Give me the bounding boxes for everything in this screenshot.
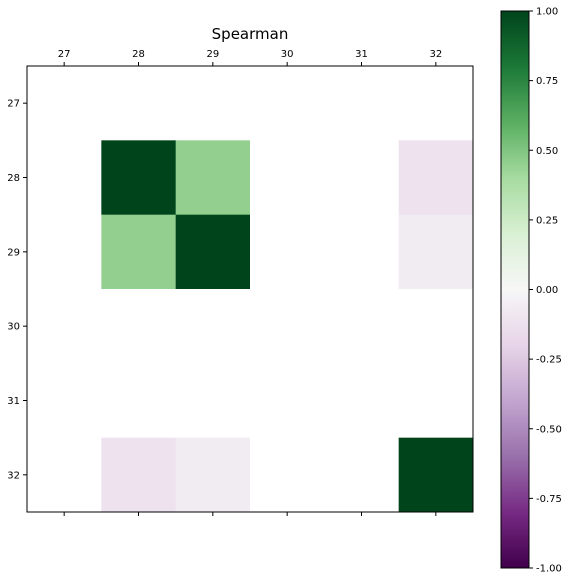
heatmap-cell xyxy=(27,437,102,513)
x-tick-label: 27 xyxy=(58,49,71,60)
heatmap-cell xyxy=(324,437,400,513)
heatmap-cells xyxy=(27,66,474,513)
heatmap-cell xyxy=(175,66,251,141)
heatmap-cell xyxy=(101,437,177,513)
heatmap-cell xyxy=(27,363,102,439)
x-tick-label: 31 xyxy=(355,49,368,60)
heatmap-cell xyxy=(175,214,251,290)
colorbar-tick-label: 1.00 xyxy=(536,7,558,18)
colorbar-gradient xyxy=(501,11,529,568)
heatmap-cell xyxy=(398,140,474,216)
heatmap-cell xyxy=(398,437,474,513)
heatmap-cell xyxy=(250,363,325,439)
heatmap-cell xyxy=(398,214,474,290)
colorbar-tick-label: 0.75 xyxy=(536,76,558,87)
colorbar-tick-label: -0.50 xyxy=(536,424,562,435)
colorbar-tick-label: -0.25 xyxy=(536,355,562,366)
x-tick-label: 32 xyxy=(429,49,442,60)
heatmap-cell xyxy=(27,289,102,364)
heatmap-cell xyxy=(101,363,177,439)
y-tick-label: 27 xyxy=(7,99,20,110)
y-ticks: 27 28 29 30 31 32 xyxy=(7,99,27,481)
heatmap-cell xyxy=(324,140,400,216)
colorbar-tick-label: -0.75 xyxy=(536,494,562,505)
y-tick-label: 30 xyxy=(7,322,20,333)
colorbar-tick-label: 0.25 xyxy=(536,215,558,226)
heatmap-cell xyxy=(250,66,325,141)
colorbar-tick-label: 0.50 xyxy=(536,146,558,157)
heatmap-cell xyxy=(27,66,102,141)
colorbar-tick-label: -1.00 xyxy=(536,564,562,575)
chart-title: Spearman xyxy=(212,25,289,43)
heatmap-cell xyxy=(175,289,251,364)
heatmap-cell xyxy=(398,363,474,439)
y-tick-label: 28 xyxy=(7,173,20,184)
x-ticks-top: 27 28 29 30 31 32 xyxy=(58,49,442,66)
plot-frame xyxy=(26,65,474,513)
colorbar-ticks: -1.00 -0.75 -0.50 -0.25 0.00 0.25 0.50 0.75 1.00 xyxy=(529,7,562,575)
colorbar-tick-label: 0.00 xyxy=(536,285,558,296)
heatmap-cell xyxy=(398,66,474,141)
heatmap-cell xyxy=(324,363,400,439)
heatmap-cell xyxy=(250,214,325,290)
heatmap-cell xyxy=(250,140,325,216)
heatmap-cell xyxy=(101,214,177,290)
heatmap-cell xyxy=(27,214,102,290)
heatmap-cell xyxy=(250,437,325,513)
heatmap-cell xyxy=(324,66,400,141)
heatmap-cell xyxy=(101,140,177,216)
heatmap-cell xyxy=(101,289,177,364)
x-ticks-bottom xyxy=(63,512,437,516)
heatmap-cell xyxy=(175,140,251,216)
heatmap-cell xyxy=(101,66,177,141)
heatmap-cell xyxy=(398,289,474,364)
colorbar: -1.00 -0.75 -0.50 -0.25 0.00 0.25 0.50 0.75 1.00 xyxy=(500,7,562,575)
heatmap-cell xyxy=(175,437,251,513)
y-tick-label: 31 xyxy=(7,396,20,407)
heatmap-cell xyxy=(27,140,102,216)
x-tick-label: 29 xyxy=(206,49,219,60)
heatmap-cell xyxy=(175,363,251,439)
heatmap-cell xyxy=(250,289,325,364)
heatmap-cell xyxy=(324,289,400,364)
y-tick-label: 29 xyxy=(7,247,20,258)
heatmap-cell xyxy=(324,214,400,290)
x-tick-label: 30 xyxy=(281,49,294,60)
x-tick-label: 28 xyxy=(132,49,145,60)
y-tick-label: 32 xyxy=(7,470,20,481)
